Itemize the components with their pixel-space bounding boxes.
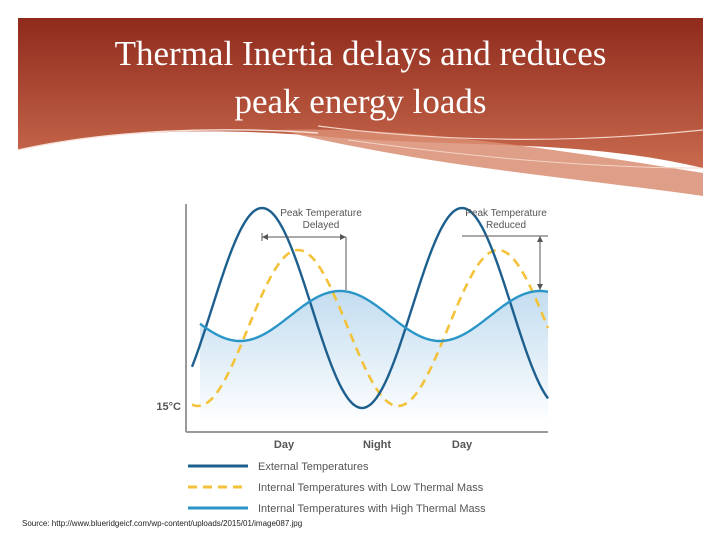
x-tick-label: Day <box>452 439 473 451</box>
series-external <box>190 206 549 410</box>
series-low-thermal-mass <box>191 248 550 408</box>
high-mass-fill <box>200 291 548 418</box>
title-line-2: peak energy loads <box>234 82 487 121</box>
annotation-label: Peak Temperature <box>280 208 362 219</box>
x-tick-label: Night <box>363 439 391 451</box>
legend-label: External Temperatures <box>258 461 369 473</box>
header-banner <box>18 18 703 196</box>
source-citation: Source: http://www.blueridgeicf.com/wp-c… <box>22 519 303 528</box>
y-tick-label: 15°C <box>156 401 181 413</box>
series-high-thermal-mass <box>199 289 549 343</box>
legend-label: Internal Temperatures with High Thermal … <box>258 503 486 515</box>
title-line-1: Thermal Inertia delays and reduces <box>114 34 607 73</box>
slide-title: Thermal Inertia delays and reduces peak … <box>18 30 703 126</box>
annotation-label: Peak Temperature <box>465 208 547 219</box>
annotation-label: Delayed <box>303 220 340 231</box>
legend-label: Internal Temperatures with Low Thermal M… <box>258 482 484 494</box>
reduce-arrowheads <box>537 236 543 290</box>
annotation-label: Reduced <box>486 220 526 231</box>
x-tick-label: Day <box>274 439 295 451</box>
